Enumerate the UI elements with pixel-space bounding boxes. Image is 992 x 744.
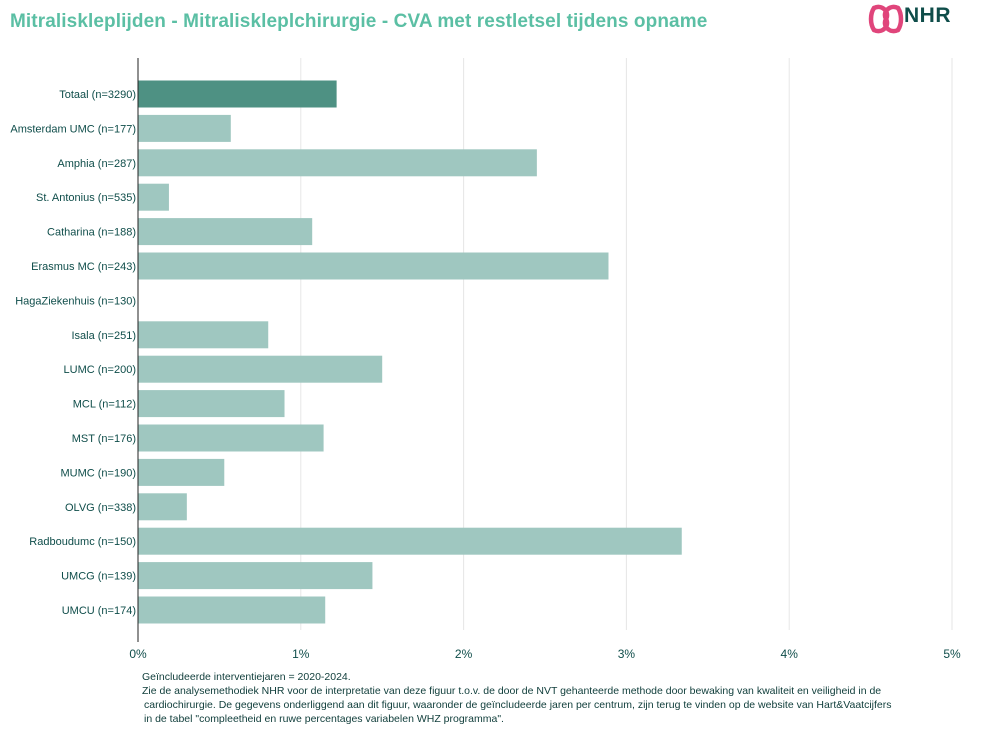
- category-label: UMCU (n=174): [62, 605, 136, 617]
- nhr-logo-icon: [868, 4, 904, 34]
- chart-title: Mitraliskleplijden - Mitraliskleplchirur…: [10, 11, 708, 32]
- bar: [138, 596, 326, 624]
- category-label: Amsterdam UMC (n=177): [10, 123, 136, 135]
- category-label: HagaZiekenhuis (n=130): [15, 295, 136, 307]
- bar: [138, 252, 609, 280]
- footnote-line-4: in de tabel "compleetheid en ruwe percen…: [144, 713, 504, 725]
- x-tick-label: 0%: [129, 647, 147, 661]
- bar: [138, 218, 313, 246]
- bars: [138, 80, 682, 624]
- footnote-line-3: cardiochirurgie. De gegevens onderliggen…: [144, 699, 892, 711]
- x-tick-label: 4%: [781, 647, 799, 661]
- footnote: Geïncludeerde interventiejaren = 2020-20…: [142, 670, 942, 726]
- x-tick-label: 1%: [292, 647, 310, 661]
- bar: [138, 80, 337, 108]
- bar: [138, 527, 682, 555]
- bar: [138, 355, 383, 383]
- category-label: Amphia (n=287): [57, 158, 136, 170]
- x-tick-label: 3%: [618, 647, 636, 661]
- bar: [138, 149, 537, 177]
- category-label: MUMC (n=190): [61, 467, 137, 479]
- category-label: MCL (n=112): [73, 399, 136, 411]
- nhr-logo-text: NHR: [904, 4, 951, 27]
- bar: [138, 493, 187, 521]
- category-labels: Totaal (n=3290) Amsterdam UMC (n=177) Amph…: [10, 89, 136, 617]
- bar: [138, 390, 285, 418]
- category-label: Totaal (n=3290): [59, 89, 136, 101]
- footnote-line-1: Geïncludeerde interventiejaren = 2020-20…: [142, 671, 351, 683]
- category-label: MST (n=176): [72, 433, 136, 445]
- x-tick-label: 5%: [943, 647, 961, 661]
- category-label: LUMC (n=200): [64, 364, 136, 376]
- category-label: St. Antonius (n=535): [36, 192, 136, 204]
- bar: [138, 114, 231, 142]
- x-tick-labels: 0% 1% 2% 3% 4% 5%: [129, 647, 961, 661]
- category-label: Isala (n=251): [71, 330, 136, 342]
- bar: [138, 424, 324, 452]
- category-label: Radboudumc (n=150): [29, 536, 136, 548]
- bar: [138, 458, 225, 486]
- bar: [138, 183, 169, 211]
- category-label: Catharina (n=188): [47, 227, 136, 239]
- category-label: UMCG (n=139): [61, 571, 136, 583]
- category-label: OLVG (n=338): [65, 502, 136, 514]
- bar: [138, 562, 373, 590]
- category-label: Erasmus MC (n=243): [31, 261, 136, 273]
- x-tick-label: 2%: [455, 647, 473, 661]
- bar: [138, 321, 269, 349]
- footnote-line-2: Zie de analysemethodiek NHR voor de inte…: [142, 685, 882, 697]
- bar-chart: Totaal (n=3290) Amsterdam UMC (n=177) Amph…: [10, 58, 961, 661]
